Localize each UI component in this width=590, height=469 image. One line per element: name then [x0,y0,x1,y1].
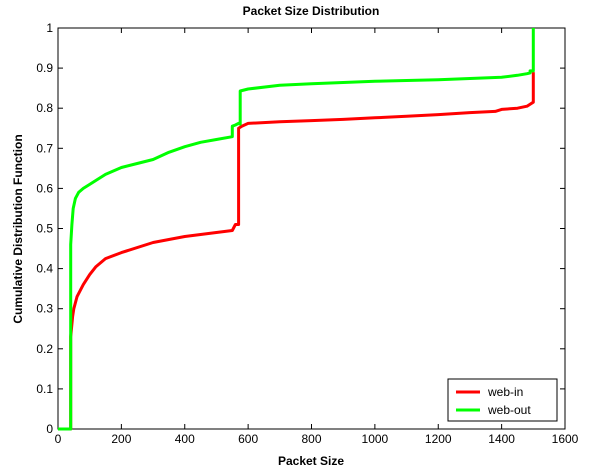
x-tick-label: 1400 [488,432,515,446]
y-tick-label: 0.5 [36,222,53,236]
x-tick-label: 0 [55,432,62,446]
x-tick-label: 200 [111,432,131,446]
y-tick-label: 0.8 [36,101,53,115]
y-tick-label: 0.4 [36,262,53,276]
x-tick-label: 1000 [362,432,389,446]
x-tick-label: 1200 [425,432,452,446]
series-line-web-out [58,28,535,431]
y-tick-label: 0.1 [36,382,53,396]
x-tick-label: 1600 [552,432,579,446]
legend-label-web-in: web-in [487,385,523,399]
legend-box [447,378,558,422]
y-tick-label: 0.6 [36,181,53,195]
legend-label-web-out: web-out [487,403,531,417]
y-axis-label: Cumulative Distribution Function [11,134,25,323]
series-layer [58,28,535,431]
y-tick-label: 0.3 [36,302,53,316]
y-tick-label: 0.7 [36,141,53,155]
y-tick-label: 0.9 [36,61,53,75]
x-tick-label: 800 [301,432,321,446]
x-tick-label: 400 [175,432,195,446]
y-tick-label: 1 [46,21,53,35]
plot-area [57,27,566,430]
x-tick-label: 600 [238,432,258,446]
chart-title: Packet Size Distribution [243,4,380,18]
series-line-web-in [58,72,535,431]
y-tick-label: 0.2 [36,342,53,356]
x-axis-label: Packet Size [278,454,344,468]
legend: web-in web-out [447,378,558,422]
axis-ticks: 0 200 400 600 800 1000 1200 1400 1600 0 0.1 0.2 0.3 0… [36,21,578,446]
y-tick-label: 0 [46,422,53,436]
